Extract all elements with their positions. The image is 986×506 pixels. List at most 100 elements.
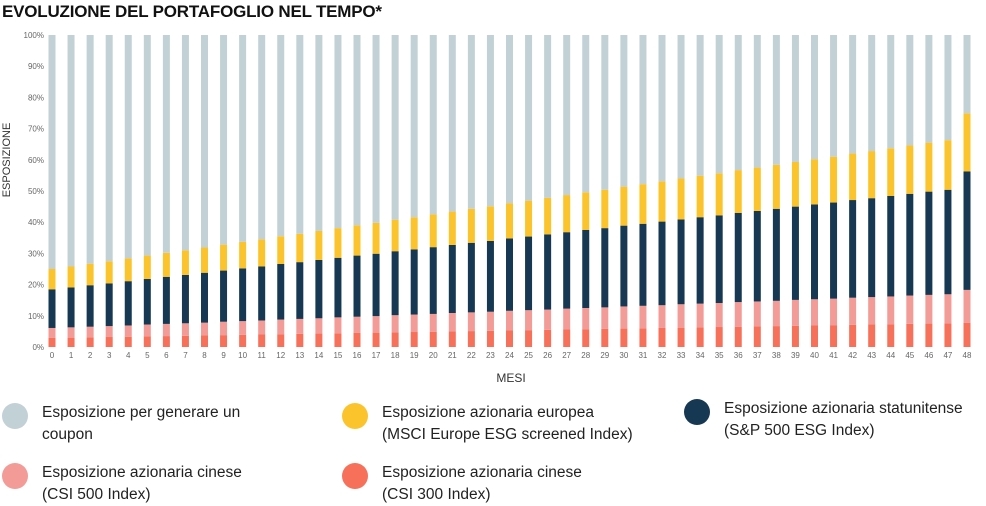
bar-segment: [753, 167, 761, 211]
bar-segment: [811, 299, 818, 326]
bar-segment: [868, 35, 876, 152]
bar-segment: [601, 228, 609, 308]
bar-segment: [677, 219, 685, 305]
bar-segment: [258, 266, 266, 321]
bar-segment: [525, 200, 533, 237]
bar-segment: [734, 326, 742, 347]
bar-segment: [239, 321, 247, 335]
legend-swatch-coupon: [2, 403, 28, 429]
x-tick-label: 15: [333, 351, 342, 360]
bar-segment: [525, 330, 533, 347]
bar-segment: [48, 35, 56, 269]
bar-segment: [467, 312, 475, 332]
bar-segment: [372, 316, 380, 333]
bar-segment: [791, 35, 799, 162]
bar-segment: [944, 35, 952, 141]
bar-segment: [429, 35, 437, 215]
legend-label: Esposizione azionaria cinese (CSI 500 In…: [42, 462, 242, 506]
y-tick-label: 70%: [28, 125, 44, 134]
x-tick-label: 12: [276, 351, 285, 360]
bar-segment: [791, 325, 799, 347]
bar-segment: [963, 289, 971, 323]
x-tick-label: 46: [924, 351, 933, 360]
x-axis-ticks: 0 1 2 3 4 5 6 7 8 9 10 11 12 13 14 15 16 17 18 19 20 21 22 23 24…: [50, 351, 972, 360]
x-tick-label: 37: [753, 351, 762, 360]
bar-segment: [696, 35, 704, 176]
bar-segment: [143, 336, 151, 347]
bar-segment: [830, 156, 838, 203]
bar-segment: [296, 233, 304, 263]
legend-label-line: Esposizione per generare un: [42, 404, 241, 421]
bar-segment: [277, 35, 285, 237]
bar-segment: [315, 230, 323, 260]
bar-segment: [124, 336, 132, 347]
legend-label-line: Esposizione azionaria europea: [382, 404, 594, 421]
bar-segment: [715, 215, 723, 304]
bar-segment: [67, 35, 75, 267]
bar-segment: [620, 225, 628, 307]
bar-segment: [830, 35, 838, 157]
x-tick-label: 24: [505, 351, 514, 360]
bar-segment: [296, 35, 304, 234]
bar-segment: [772, 300, 780, 327]
bar-segment: [715, 303, 723, 328]
bar-segment: [334, 317, 342, 334]
bar-segment: [696, 327, 704, 347]
x-tick-label: 39: [791, 351, 800, 360]
legend-label-line: (CSI 500 Index): [42, 486, 151, 503]
x-tick-label: 33: [677, 351, 686, 360]
bar-segment: [105, 35, 113, 262]
bar-segment: [696, 303, 704, 328]
bar-segment: [868, 151, 876, 199]
x-tick-label: 36: [734, 351, 743, 360]
x-tick-label: 2: [88, 351, 93, 360]
bar-segment: [372, 253, 380, 317]
x-tick-label: 13: [295, 351, 304, 360]
bar-segment: [67, 327, 75, 338]
bar-segment: [429, 247, 437, 314]
bar-segment: [86, 35, 94, 264]
legend-item-csi500: Esposizione azionaria cinese (CSI 500 In…: [2, 462, 242, 506]
bar-segment: [105, 326, 113, 338]
x-tick-label: 27: [562, 351, 571, 360]
bar-segment: [334, 228, 342, 258]
bar-segment: [620, 35, 628, 187]
bar-segment: [658, 221, 666, 306]
legend-label-line: Esposizione azionaria statunitense: [724, 400, 963, 417]
bar-segment: [963, 35, 971, 114]
x-tick-label: 47: [943, 351, 952, 360]
y-tick-label: 80%: [28, 93, 44, 102]
bar-segment: [906, 323, 914, 347]
bar-segment: [277, 264, 285, 320]
bar-segment: [830, 298, 838, 326]
bar-segment: [525, 35, 533, 201]
bar-segment: [506, 238, 513, 311]
bar-segment: [639, 328, 647, 347]
bar-segment: [658, 35, 666, 182]
x-tick-label: 11: [258, 351, 267, 360]
bar-segment: [258, 334, 266, 347]
legend-swatch-csi300: [342, 463, 368, 489]
bar-segment: [467, 242, 475, 313]
bar-segment: [753, 301, 761, 327]
y-tick-label: 50%: [28, 187, 44, 196]
bar-segment: [143, 35, 151, 256]
bar-segment: [791, 299, 799, 326]
bar-segment: [410, 332, 418, 347]
bar-segment: [277, 319, 285, 335]
bar-segment: [925, 294, 933, 324]
legend: Esposizione per generare un coupon Espos…: [0, 392, 986, 506]
x-tick-label: 14: [314, 351, 323, 360]
x-tick-label: 35: [715, 351, 724, 360]
bar-segment: [220, 270, 228, 322]
bar-segment: [887, 195, 895, 297]
x-axis-label: MESI: [496, 371, 525, 385]
bar-segment: [486, 206, 494, 241]
bar-segment: [86, 263, 94, 286]
bar-segment: [620, 186, 628, 226]
bar-segment: [296, 318, 304, 334]
bar-segment: [620, 306, 628, 329]
bar-segment: [239, 334, 247, 347]
bar-segment: [258, 239, 266, 267]
